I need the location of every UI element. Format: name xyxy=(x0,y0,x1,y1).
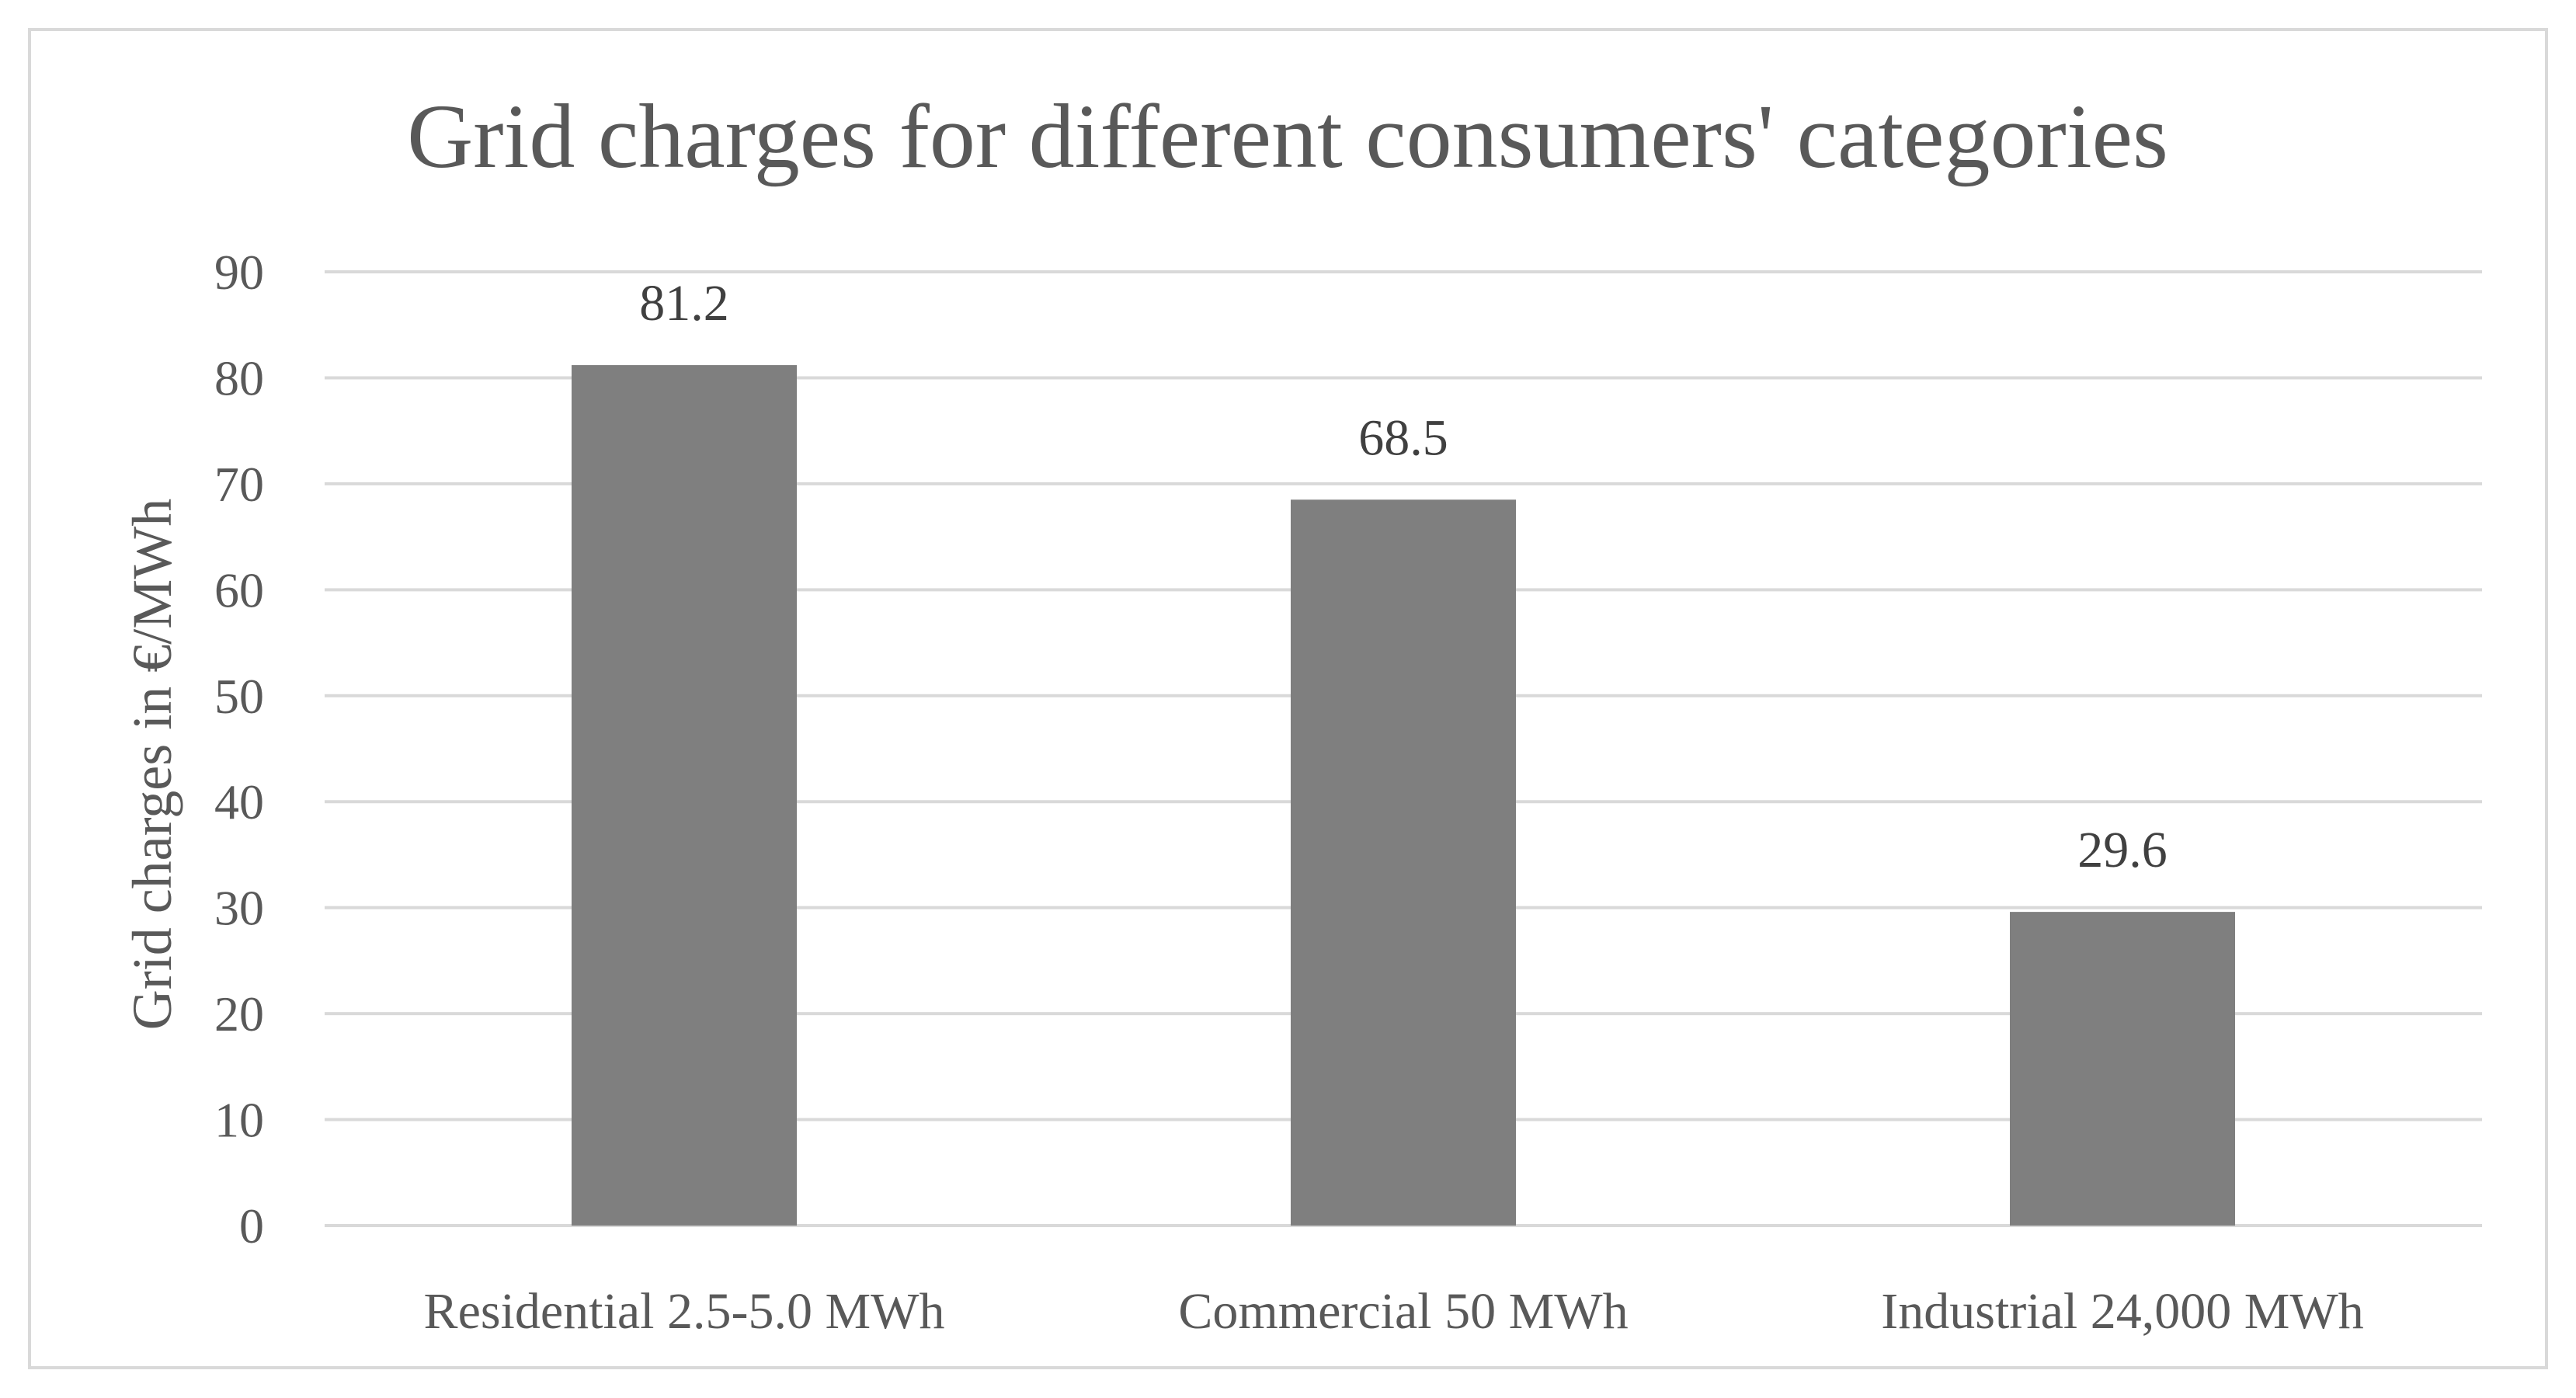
bar-1 xyxy=(572,365,797,1226)
bars xyxy=(572,365,2235,1226)
y-axis-ticks: 0 10 20 30 40 50 60 70 80 90 xyxy=(214,245,264,1254)
y-tick-label: 80 xyxy=(214,350,264,405)
y-tick-label: 20 xyxy=(214,986,264,1042)
y-tick-label: 60 xyxy=(214,562,264,617)
data-label: 29.6 xyxy=(2077,822,2168,878)
y-tick-label: 50 xyxy=(214,669,264,724)
bar-3 xyxy=(2010,912,2235,1226)
data-label: 81.2 xyxy=(639,275,729,332)
y-tick-label: 0 xyxy=(239,1198,264,1254)
y-tick-label: 90 xyxy=(214,245,264,300)
data-labels: 81.2 68.5 29.6 xyxy=(639,275,2168,878)
y-tick-label: 10 xyxy=(214,1093,264,1148)
bar-2 xyxy=(1291,499,1516,1226)
y-tick-label: 30 xyxy=(214,881,264,936)
category-label: Commercial 50 MWh xyxy=(1178,1283,1628,1340)
y-axis-label: Grid charges in €/MWh xyxy=(121,499,183,1031)
category-label: Industrial 24,000 MWh xyxy=(1881,1283,2363,1340)
data-label: 68.5 xyxy=(1358,409,1448,466)
y-tick-label: 40 xyxy=(214,774,264,829)
category-labels: Residential 2.5-5.0 MWh Commercial 50 MWh… xyxy=(424,1283,2364,1340)
y-tick-label: 70 xyxy=(214,457,264,512)
category-label: Residential 2.5-5.0 MWh xyxy=(424,1283,945,1340)
chart-title: Grid charges for different consumers' ca… xyxy=(407,85,2168,187)
